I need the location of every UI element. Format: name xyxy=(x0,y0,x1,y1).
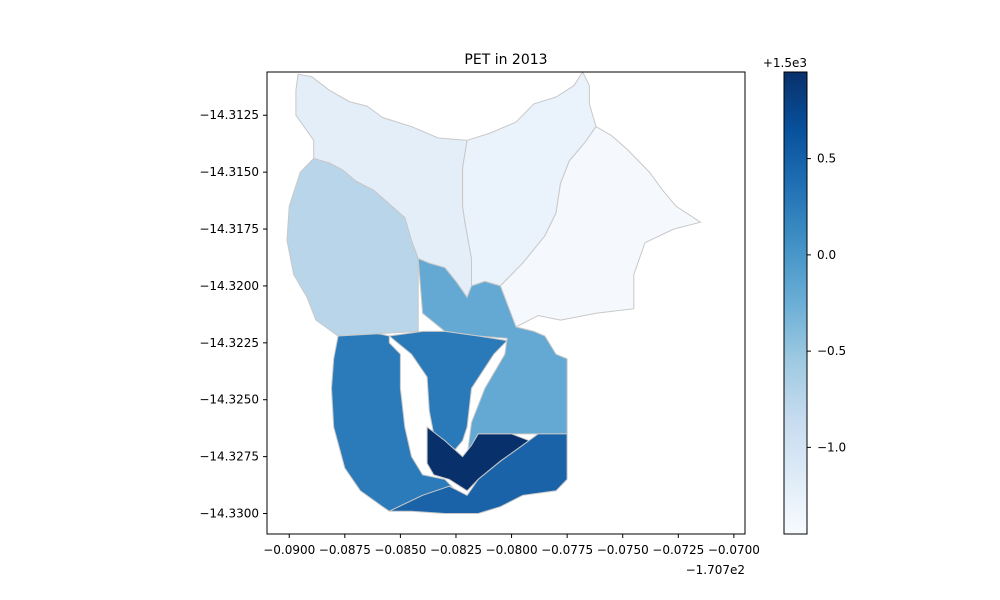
colorbar-tick-label: −1.0 xyxy=(817,440,846,454)
region-7 xyxy=(388,330,509,458)
y-axis-ticks: −14.3125 −14.3150 −14.3175 −14.3200 −14.3225… xyxy=(199,108,267,521)
chart-title: PET in 2013 xyxy=(464,52,547,68)
y-tick-label: −14.3175 xyxy=(199,222,259,236)
x-tick-label: −0.0825 xyxy=(430,543,482,557)
regions-group xyxy=(286,70,702,514)
colorbar-ticks: 0.5 0.0 −0.5 −1.0 xyxy=(807,152,846,454)
map-panel: −0.0900 −0.0875 −0.0850 −0.0825 −0.0800 −0.07… xyxy=(199,52,760,577)
colorbar-gradient xyxy=(783,71,808,535)
region-9 xyxy=(389,433,568,514)
x-tick-label: −0.0725 xyxy=(652,543,704,557)
x-axis-ticks: −0.0900 −0.0875 −0.0850 −0.0825 −0.0800 −0.07… xyxy=(263,534,760,557)
x-tick-label: −0.0800 xyxy=(486,543,538,557)
colorbar-tick-label: −0.5 xyxy=(817,344,846,358)
x-tick-label: −0.0775 xyxy=(541,543,593,557)
map-frame xyxy=(266,71,746,535)
region-6 xyxy=(330,333,458,512)
x-tick-label: −0.0900 xyxy=(263,543,315,557)
y-tick-label: −14.3275 xyxy=(199,450,259,464)
region-3 xyxy=(499,125,702,328)
y-tick-label: −14.3300 xyxy=(199,507,259,521)
region-4 xyxy=(286,157,419,337)
colorbar-tick-label: 0.0 xyxy=(817,248,836,262)
y-tick-label: −14.3225 xyxy=(199,336,259,350)
y-tick-label: −14.3250 xyxy=(199,393,259,407)
x-tick-label: −0.0750 xyxy=(597,543,649,557)
x-tick-label: −0.0875 xyxy=(319,543,371,557)
colorbar-offset-label: +1.5e3 xyxy=(763,56,807,70)
y-tick-label: −14.3150 xyxy=(199,165,259,179)
colorbar: 0.5 0.0 −0.5 −1.0 +1.5e3 xyxy=(763,56,846,535)
x-offset-label: −1.707e2 xyxy=(686,563,745,577)
y-tick-label: −14.3200 xyxy=(199,279,259,293)
x-tick-label: −0.0700 xyxy=(708,543,760,557)
y-tick-label: −14.3125 xyxy=(199,108,259,122)
x-tick-label: −0.0850 xyxy=(374,543,426,557)
colorbar-tick-label: 0.5 xyxy=(817,152,836,166)
